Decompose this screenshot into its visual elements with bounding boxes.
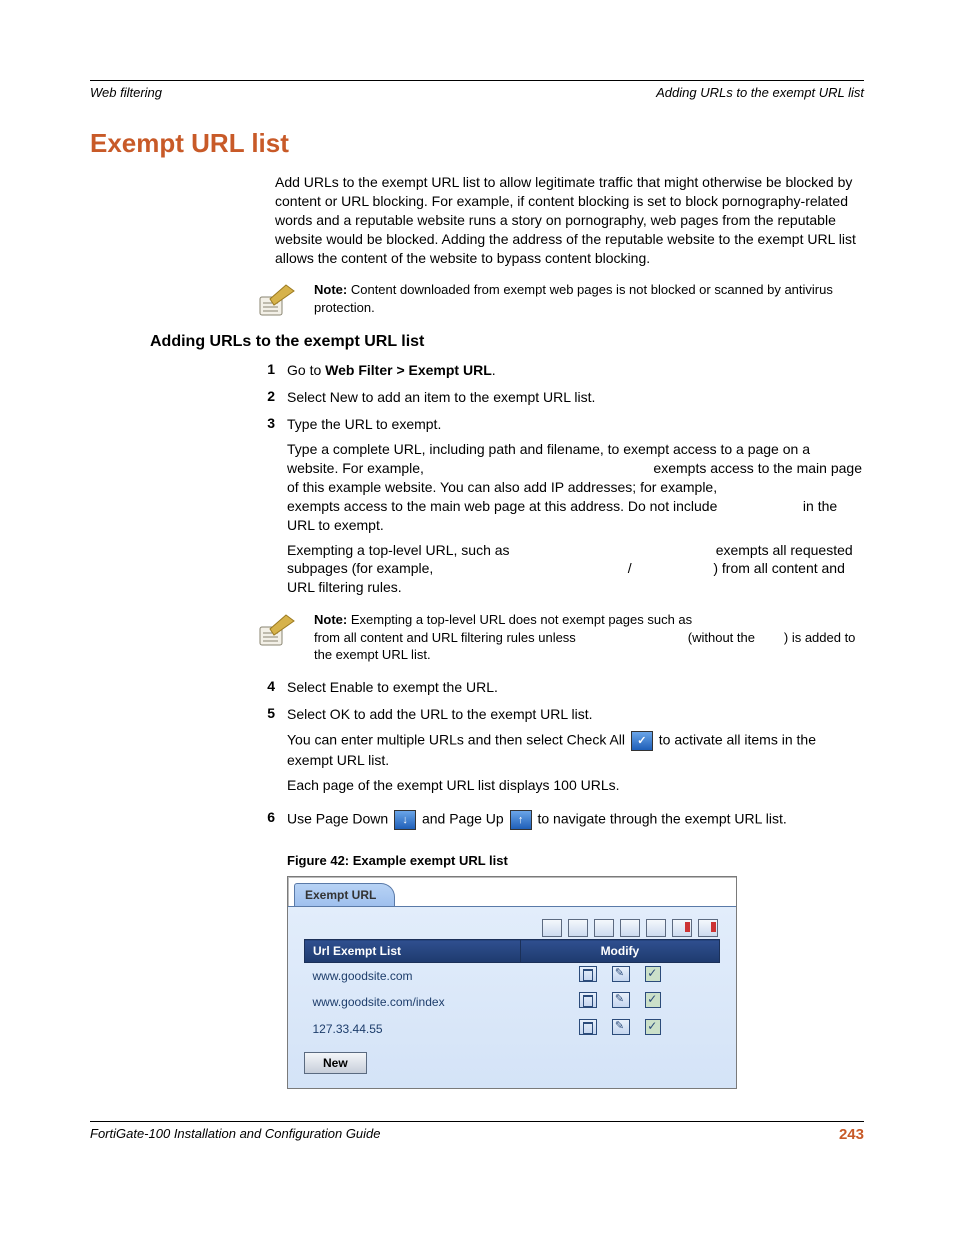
page-up-icon: ↑ <box>510 809 532 830</box>
step6-pre: Use Page Down <box>287 810 392 826</box>
header-left: Web filtering <box>90 85 162 100</box>
note-label-2: Note: <box>314 612 347 627</box>
note-body-2: Exempting a top-level URL does not exemp… <box>314 612 859 662</box>
step5b: You can enter multiple URLs and then sel… <box>287 730 864 770</box>
step3b: Type a complete URL, including path and … <box>287 440 864 534</box>
step1-pre: Go to <box>287 362 325 378</box>
step5c: Each page of the exempt URL list display… <box>287 776 864 795</box>
step-num-4: 4 <box>247 678 275 694</box>
step5a: Select OK to add the URL to the exempt U… <box>287 705 864 724</box>
enable-checkbox[interactable] <box>645 1019 661 1035</box>
step3c: Exempting a top-level URL, such as exemp… <box>287 541 864 598</box>
check-all-icon: ✓ <box>631 730 653 751</box>
step-body-6: Use Page Down ↓ and Page Up ↑ to navigat… <box>287 809 864 830</box>
toolbar-page-down-icon[interactable] <box>620 919 640 937</box>
toolbar <box>304 919 720 939</box>
col-header-url: Url Exempt List <box>305 940 521 963</box>
url-cell: www.goodsite.com <box>305 963 521 990</box>
note-2: Note: Exempting a top-level URL does not… <box>90 611 864 664</box>
step1-post: . <box>492 362 496 378</box>
edit-icon[interactable] <box>612 992 630 1008</box>
note-label-1: Note: <box>314 282 347 297</box>
footer-left: FortiGate-100 Installation and Configura… <box>90 1126 381 1143</box>
page-down-icon: ↓ <box>394 809 416 830</box>
url-cell: www.goodsite.com/index <box>305 989 521 1015</box>
delete-icon[interactable] <box>579 1019 597 1035</box>
footer-rule <box>90 1121 864 1122</box>
enable-checkbox[interactable] <box>645 992 661 1008</box>
toolbar-check-all-icon[interactable] <box>542 919 562 937</box>
step-4: 4 Select Enable to exempt the URL. <box>90 678 864 697</box>
figure-block: Figure 42: Example exempt URL list Exemp… <box>90 838 864 1095</box>
note-1: Note: Content downloaded from exempt web… <box>90 281 864 319</box>
sub-heading: Adding URLs to the exempt URL list <box>150 333 864 351</box>
step-num-5: 5 <box>247 705 275 721</box>
toolbar-page-up-icon[interactable] <box>594 919 614 937</box>
app-screenshot: Exempt URL Url Exempt List <box>287 876 737 1089</box>
table-row: www.goodsite.com <box>305 963 720 990</box>
figure-caption: Figure 42: Example exempt URL list <box>287 852 864 870</box>
step-num-3: 3 <box>247 415 275 431</box>
url-cell: 127.33.44.55 <box>305 1016 521 1042</box>
step1-bold: Web Filter > Exempt URL <box>325 362 492 378</box>
step-body-5: Select OK to add the URL to the exempt U… <box>287 705 864 801</box>
main-heading: Exempt URL list <box>90 128 864 159</box>
step-2: 2 Select New to add an item to the exemp… <box>90 388 864 407</box>
table-row: 127.33.44.55 <box>305 1016 720 1042</box>
tab-body: Url Exempt List Modify www.goodsite.com <box>288 906 736 1088</box>
intro-paragraph: Add URLs to the exempt URL list to allow… <box>275 173 864 267</box>
step-6: 6 Use Page Down ↓ and Page Up ↑ to navig… <box>90 809 864 830</box>
new-button[interactable]: New <box>304 1052 367 1074</box>
step-5: 5 Select OK to add the URL to the exempt… <box>90 705 864 801</box>
page-number: 243 <box>839 1126 864 1143</box>
edit-icon[interactable] <box>612 1019 630 1035</box>
step5b-pre: You can enter multiple URLs and then sel… <box>287 731 629 747</box>
top-header: Web filtering Adding URLs to the exempt … <box>90 85 864 100</box>
note-icon-2 <box>250 611 306 649</box>
edit-icon[interactable] <box>612 966 630 982</box>
top-rule <box>90 80 864 81</box>
note-text-2: Note: Exempting a top-level URL does not… <box>314 611 864 664</box>
step-body-1: Go to Web Filter > Exempt URL. <box>287 361 864 380</box>
delete-icon[interactable] <box>579 966 597 982</box>
step6-mid: and Page Up <box>422 810 508 826</box>
footer: FortiGate-100 Installation and Configura… <box>90 1126 864 1143</box>
step3a: Type the URL to exempt. <box>287 415 864 434</box>
col-header-modify: Modify <box>520 940 719 963</box>
header-right: Adding URLs to the exempt URL list <box>656 85 864 100</box>
step-1: 1 Go to Web Filter > Exempt URL. <box>90 361 864 380</box>
page: Web filtering Adding URLs to the exempt … <box>0 0 954 1235</box>
step-num-6: 6 <box>247 809 275 825</box>
toolbar-uncheck-all-icon[interactable] <box>568 919 588 937</box>
enable-checkbox[interactable] <box>645 966 661 982</box>
step-num-1: 1 <box>247 361 275 377</box>
step-num-2: 2 <box>247 388 275 404</box>
exempt-table: Url Exempt List Modify www.goodsite.com <box>304 939 720 1042</box>
step-body-2: Select New to add an item to the exempt … <box>287 388 864 407</box>
step-body-3: Type the URL to exempt. Type a complete … <box>287 415 864 603</box>
exempt-url-tab[interactable]: Exempt URL <box>294 883 395 906</box>
step6-post: to navigate through the exempt URL list. <box>537 810 786 826</box>
note-body-1: Content downloaded from exempt web pages… <box>314 282 833 315</box>
step-3: 3 Type the URL to exempt. Type a complet… <box>90 415 864 603</box>
table-row: www.goodsite.com/index <box>305 989 720 1015</box>
delete-icon[interactable] <box>579 992 597 1008</box>
toolbar-upload-icon[interactable] <box>646 919 666 937</box>
step-body-4: Select Enable to exempt the URL. <box>287 678 864 697</box>
note-text-1: Note: Content downloaded from exempt web… <box>314 281 864 316</box>
toolbar-download-icon[interactable] <box>672 919 692 937</box>
note-icon <box>250 281 306 319</box>
toolbar-delete-icon[interactable] <box>698 919 718 937</box>
